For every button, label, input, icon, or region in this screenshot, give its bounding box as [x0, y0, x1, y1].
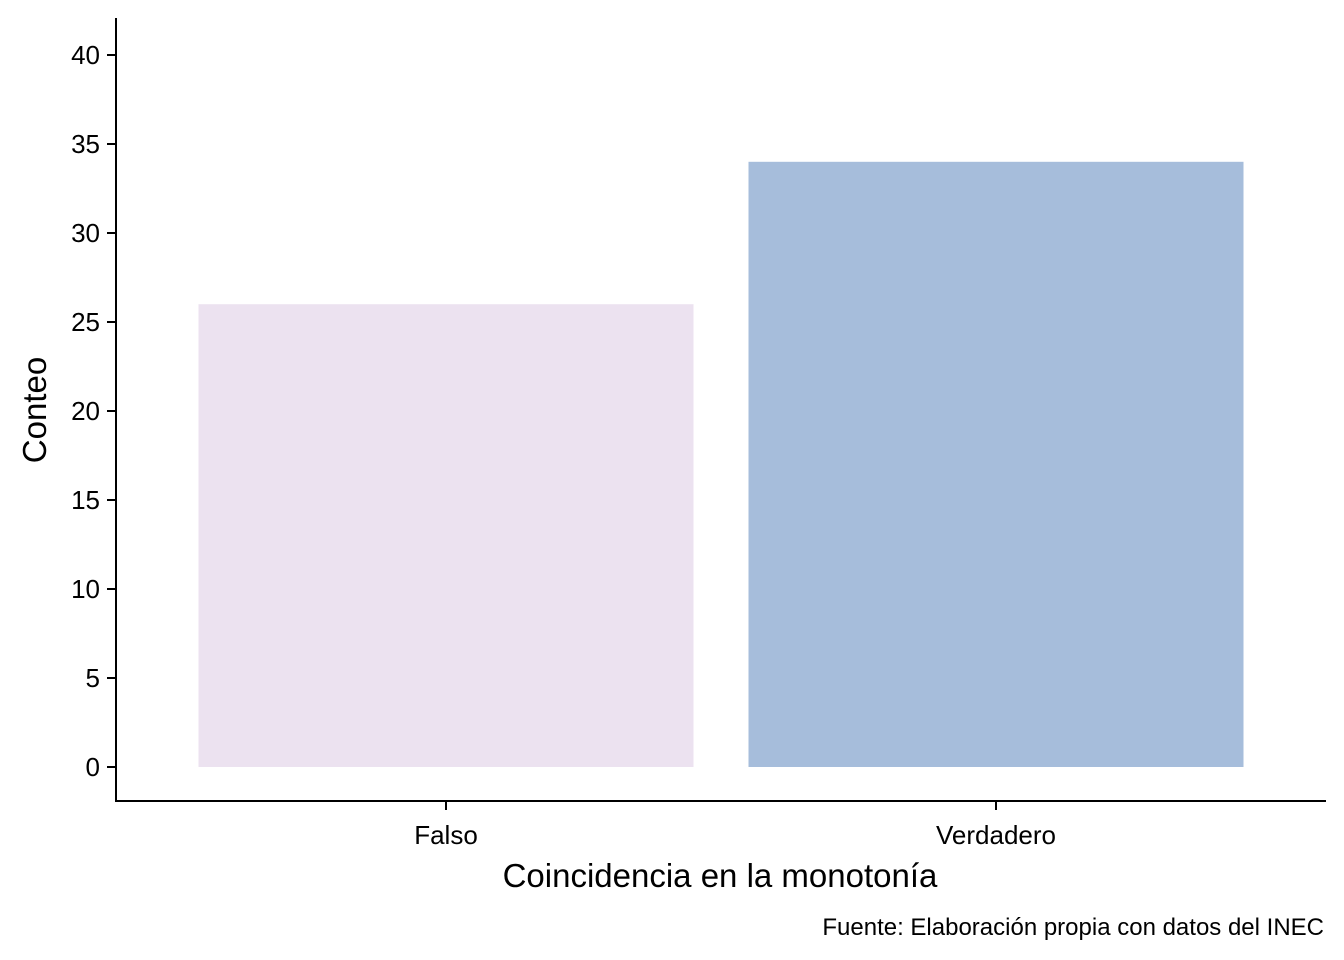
y-tick-label: 15 — [71, 485, 100, 515]
x-tick-label-verdadero: Verdadero — [936, 820, 1056, 850]
bar-verdadero — [748, 161, 1244, 768]
y-tick-label: 35 — [71, 129, 100, 159]
source-caption: Fuente: Elaboración propia con datos del… — [822, 914, 1324, 941]
y-tick-label: 30 — [71, 218, 100, 248]
y-axis-ticks: 0 5 10 15 20 25 30 35 40 — [71, 40, 116, 782]
y-tick-label: 25 — [71, 307, 100, 337]
y-tick-label: 20 — [71, 396, 100, 426]
y-tick-label: 10 — [71, 574, 100, 604]
y-axis-title: Conteo — [16, 357, 53, 463]
x-tick-label-falso: Falso — [414, 820, 478, 850]
y-tick-label: 40 — [71, 40, 100, 70]
x-axis-title: Coincidencia en la monotonía — [503, 857, 938, 894]
x-axis-ticks: Falso Verdadero — [414, 801, 1056, 850]
bar-falso — [198, 304, 694, 767]
y-tick-label: 5 — [86, 663, 100, 693]
bars-group — [198, 161, 1244, 768]
y-tick-label: 0 — [86, 752, 100, 782]
